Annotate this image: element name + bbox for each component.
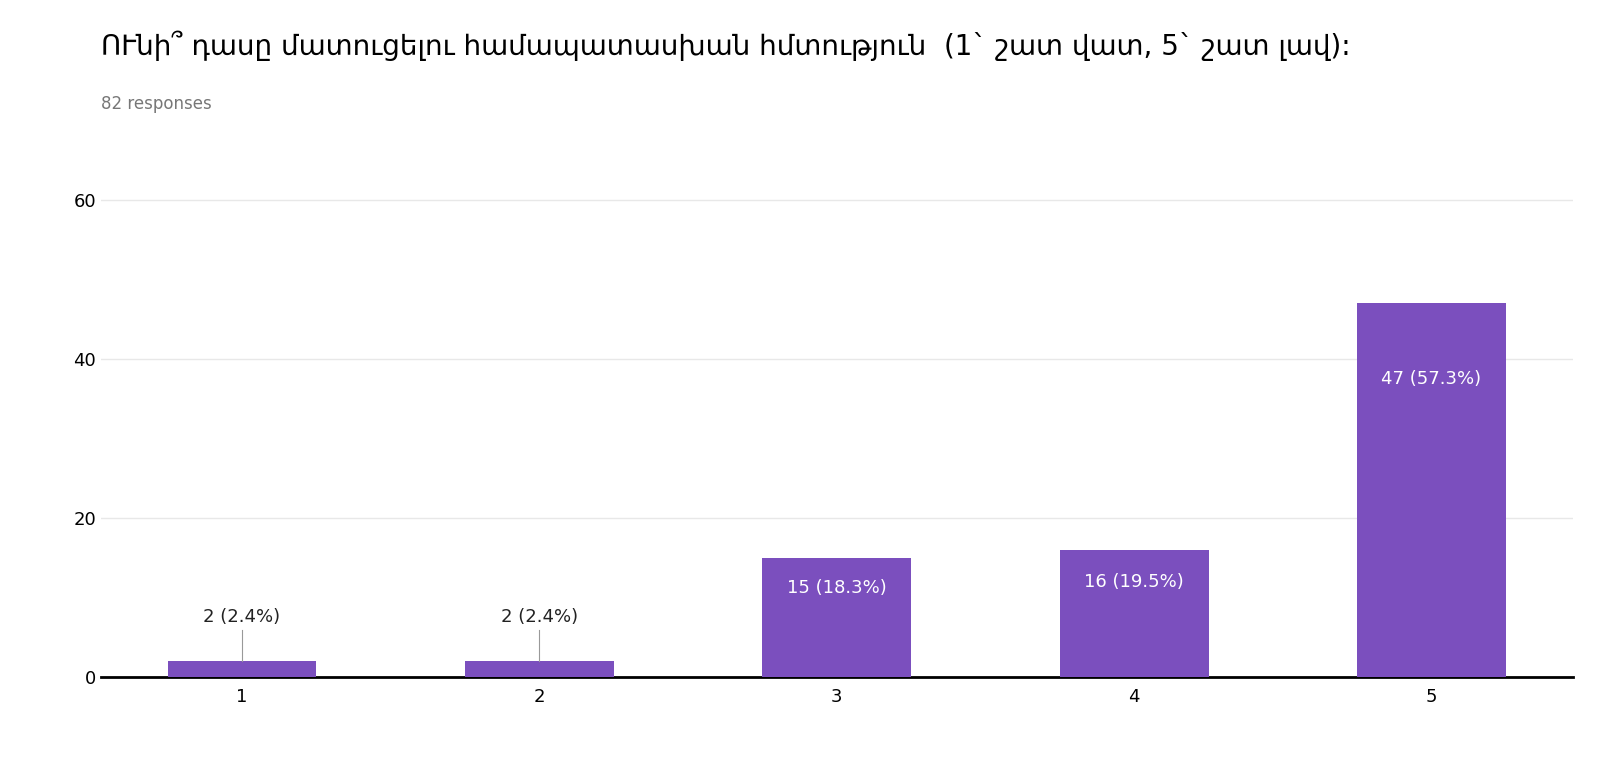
Bar (466, 661, 614, 677)
Text: 47 (57.3%): 47 (57.3%) (1381, 371, 1482, 388)
Bar (168, 661, 317, 677)
Bar (763, 558, 910, 677)
Text: 2 (2.4%): 2 (2.4%) (501, 607, 578, 626)
Text: 16 (19.5%): 16 (19.5%) (1085, 573, 1184, 591)
Bar (1357, 303, 1506, 677)
Bar (1059, 550, 1208, 677)
Text: ՈՒնի՞ դասը մատուցելու համապատասխան հմտություն  (1` շատ վատ, 5` շատ լավ):: ՈՒնի՞ դասը մատուցելու համապատասխան հմտու… (101, 30, 1350, 61)
Text: 82 responses: 82 responses (101, 95, 211, 113)
Text: 15 (18.3%): 15 (18.3%) (787, 579, 886, 597)
Text: 2 (2.4%): 2 (2.4%) (203, 607, 280, 626)
